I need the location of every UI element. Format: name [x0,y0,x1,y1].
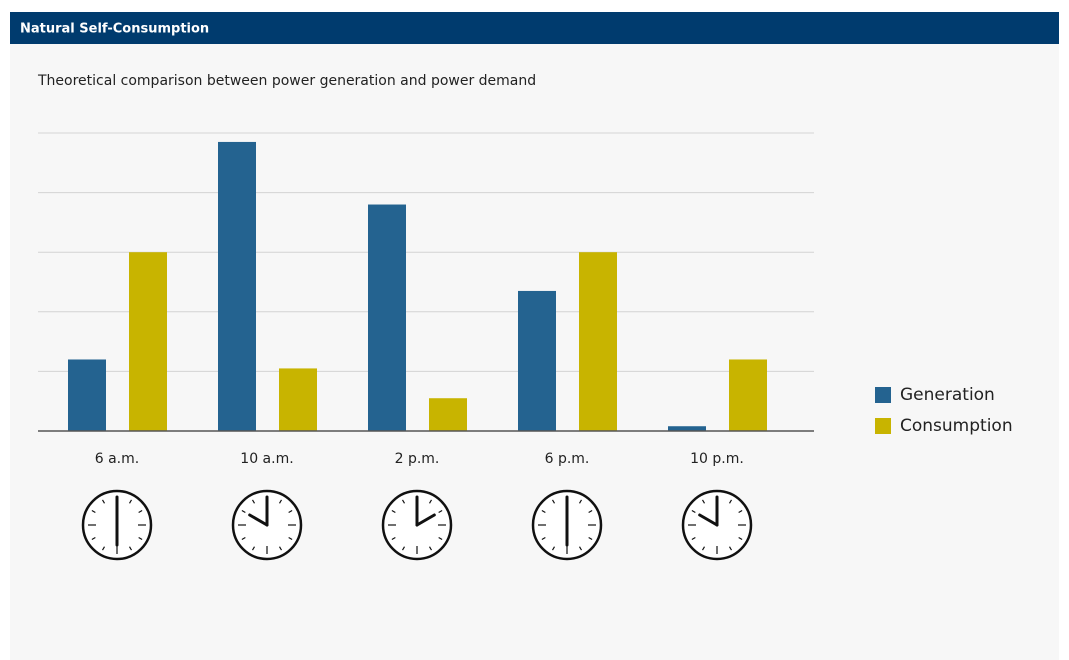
clock-tick [138,509,143,514]
clock-tick [278,546,283,551]
clock-tick [428,546,433,551]
x-tick-label: 10 a.m. [240,451,293,467]
clock-tick [428,499,433,504]
clock-hand [415,513,436,527]
bar [218,141,256,431]
clock-tick [391,536,396,541]
clock-tick [128,546,133,551]
legend-label: Generation [900,385,995,405]
x-tick-label: 10 p.m. [690,451,744,467]
clock-tick [551,499,556,504]
bar [368,204,406,431]
clock-tick [241,509,246,514]
legend-label: Consumption [900,416,1013,436]
clock-tick [401,546,406,551]
chart-subtitle: Theoretical comparison between power gen… [37,73,536,89]
bar [518,290,556,431]
header-bar [10,12,1059,44]
clock-hand [698,513,719,527]
clock-tick [251,546,256,551]
bar [579,252,617,431]
clock-tick [588,509,593,514]
clock-tick [578,499,583,504]
clock-tick [738,536,743,541]
bar [129,252,167,431]
x-tick-label: 2 p.m. [395,451,440,467]
bar [668,426,706,431]
clock-tick [101,546,106,551]
clock-tick [541,509,546,514]
clock-tick [701,499,706,504]
clock-tick [138,536,143,541]
clock-tick [588,536,593,541]
clock-tick [128,499,133,504]
clock-tick [391,509,396,514]
clock-tick [551,546,556,551]
clock-tick [438,536,443,541]
x-tick-label: 6 a.m. [95,451,139,467]
clock-tick [691,536,696,541]
header-title: Natural Self-Consumption [20,22,209,37]
bar [429,398,467,431]
clock-tick [401,499,406,504]
clock-tick [288,509,293,514]
clock-tick [541,536,546,541]
clock-tick [91,536,96,541]
bar [279,368,317,431]
legend-swatch [875,418,891,434]
clock-tick [691,509,696,514]
clock-tick [728,499,733,504]
clock-tick [251,499,256,504]
legend-swatch [875,387,891,403]
clock-tick [101,499,106,504]
clock-tick [578,546,583,551]
x-tick-label: 6 p.m. [545,451,590,467]
clock-tick [91,509,96,514]
clock-hand [248,513,269,527]
clock-tick [728,546,733,551]
clock-tick [241,536,246,541]
clock-tick [288,536,293,541]
clock-tick [278,499,283,504]
bar [68,359,106,431]
bar [729,359,767,431]
clock-tick [438,509,443,514]
clock-tick [701,546,706,551]
clock-tick [738,509,743,514]
